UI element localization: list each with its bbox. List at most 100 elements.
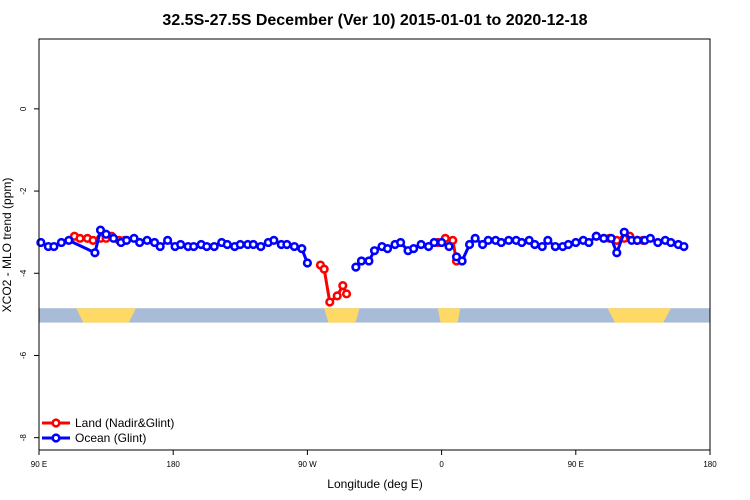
data-point [302,258,313,268]
data-point [470,233,480,243]
data-point [382,244,393,254]
y-tick-label: -8 [19,434,28,442]
data-point [632,235,642,245]
data-point [49,241,59,252]
data-point [504,235,514,245]
data-point [135,237,145,248]
data-point [591,231,601,241]
data-point [297,244,307,254]
data-point [483,235,493,245]
data-point [448,235,458,245]
data-point [64,235,74,245]
data-point [464,239,475,250]
series-layer [36,225,689,307]
data-point [369,246,380,256]
data-point [423,241,434,252]
data-point [356,256,367,266]
data-point [478,239,488,250]
x-axis: 90 E 180 90 W 0 90 E 180 [31,450,717,469]
data-point [451,252,462,262]
y-axis: 0 -2 -4 -6 -8 [19,106,39,441]
data-point [222,239,232,250]
data-point [338,281,348,291]
data-point [645,233,655,243]
data-point [612,248,622,258]
x-tick-label: 180 [703,460,717,469]
land-band-segment [76,308,136,323]
data-point [606,233,616,243]
data-point [149,237,160,248]
land-band-segment [607,308,671,323]
series-ocean-glint [36,225,689,272]
chart-title: 32.5S-27.5S December (Ver 10) 2015-01-01… [162,12,587,29]
data-point [289,241,299,252]
x-axis-title: Longitude (deg E) [327,477,422,491]
data-point [88,235,98,245]
x-tick-label: 90 W [298,460,317,469]
data-point [122,235,132,245]
legend-item: Land (Nadir&Glint) [42,416,174,430]
data-point [416,239,426,250]
data-point [248,239,258,250]
land-sea-band [39,308,710,323]
y-tick-label: -4 [19,269,28,277]
x-tick-label: 0 [439,460,444,469]
data-point [429,237,439,248]
data-point [108,233,119,243]
data-point [599,233,609,243]
data-point [351,262,361,272]
data-point [319,264,329,274]
data-point [101,229,111,239]
data-point [56,237,66,248]
y-tick-label: 0 [19,106,28,111]
data-point [584,237,594,248]
data-point [341,289,352,299]
legend-item: Ocean (Glint) [42,431,146,445]
legend-label: Land (Nadir&Glint) [75,416,174,430]
y-axis-title: XCO2 - MLO trend (ppm) [0,178,14,313]
ocean-band [39,308,710,323]
data-point [176,239,186,250]
data-point [256,241,266,252]
legend-marker [51,433,61,443]
data-point [550,241,560,252]
data-point [653,237,663,248]
data-point [163,235,173,245]
data-point [235,239,245,250]
data-point [530,239,540,250]
data-point [189,241,199,252]
data-point [496,237,506,248]
data-point [409,244,419,254]
data-point [395,237,406,248]
data-point [75,233,85,243]
data-point [364,256,374,266]
data-point [444,241,454,252]
data-point [325,297,335,307]
data-point [332,291,342,301]
data-point [95,225,106,235]
data-point [571,237,581,248]
data-point [543,235,553,245]
y-tick-label: -2 [19,187,28,195]
data-point [155,241,165,252]
legend-marker [51,418,61,428]
data-point [537,241,547,252]
data-point [524,235,534,245]
data-point [209,241,219,252]
x-tick-label: 90 E [568,460,584,469]
data-point [90,248,100,258]
x-tick-label: 90 E [31,460,47,469]
data-point [437,237,447,248]
land-band-segment [437,308,461,323]
data-point [517,237,527,248]
x-tick-label: 180 [167,460,181,469]
data-point [619,227,629,237]
legend-label: Ocean (Glint) [75,431,146,445]
data-point [142,235,152,245]
data-point [679,241,689,252]
data-point [269,235,279,245]
legend: Land (Nadir&Glint)Ocean (Glint) [42,416,174,445]
data-point [282,239,292,250]
data-point [457,256,467,266]
